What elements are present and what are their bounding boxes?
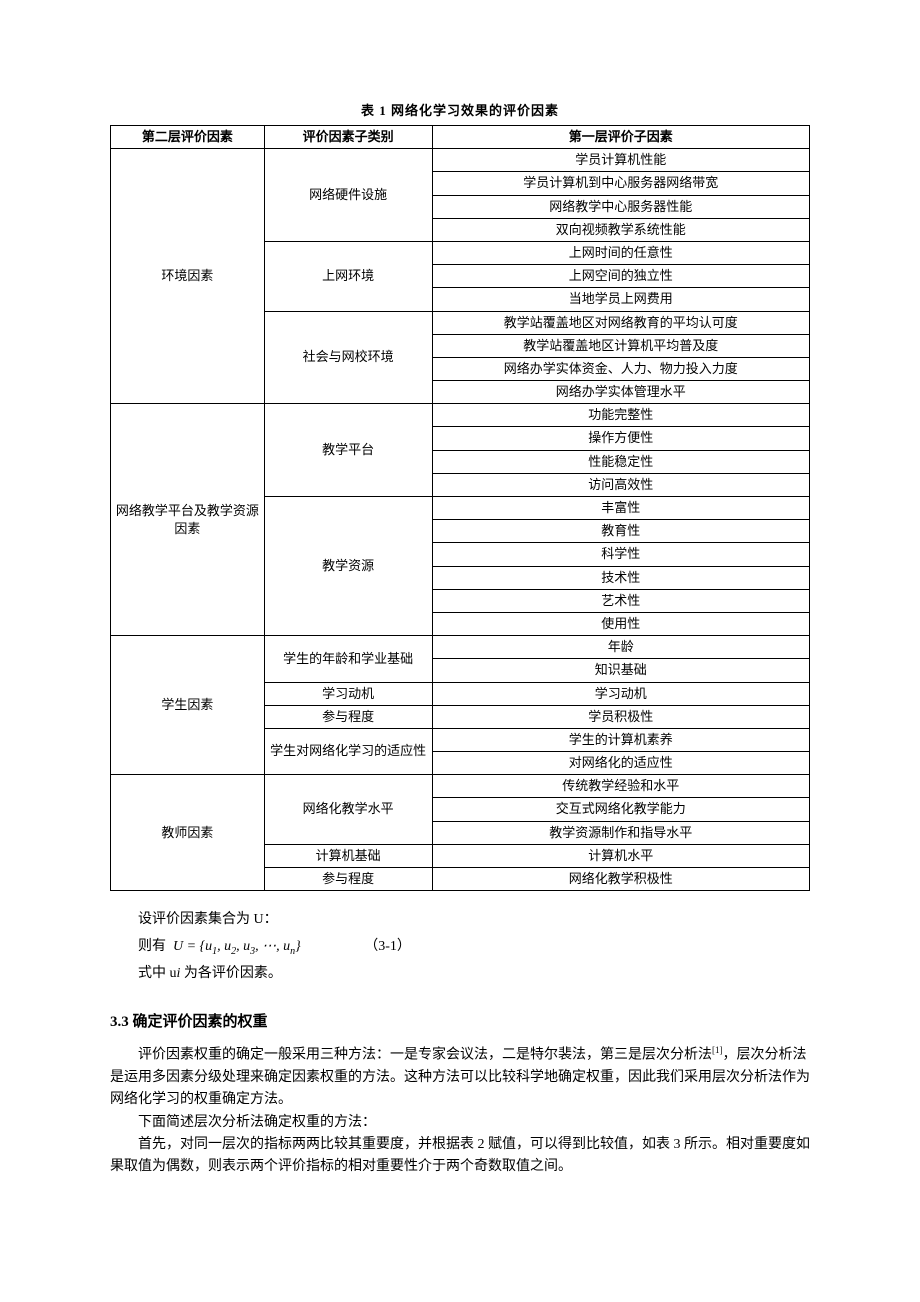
- cell-item: 性能稳定性: [432, 450, 809, 473]
- body-para3: 首先，对同一层次的指标两两比较其重要度，并根据表 2 赋值，可以得到比较值，如表…: [110, 1134, 810, 1179]
- b1: 评价因素权重的确定一般采用三种方法：一是专家会议法，二是特尔裴法，第三是层次分析…: [138, 1047, 712, 1062]
- p2a: 式中 u: [138, 966, 177, 981]
- cell-item: 上网空间的独立性: [432, 265, 809, 288]
- cell-item: 网络办学实体管理水平: [432, 381, 809, 404]
- cell-item: 丰富性: [432, 497, 809, 520]
- cell-item: 访问高效性: [432, 473, 809, 496]
- cell-item: 交互式网络化教学能力: [432, 798, 809, 821]
- formula-mid2: , u: [236, 939, 250, 954]
- cell-item: 当地学员上网费用: [432, 288, 809, 311]
- body-para1: 评价因素权重的确定一般采用三种方法：一是专家会议法，二是特尔裴法，第三是层次分析…: [110, 1043, 810, 1112]
- cell-sub: 参与程度: [264, 705, 432, 728]
- cell-sub: 学习动机: [264, 682, 432, 705]
- formula-dots: , ⋯, u: [255, 939, 290, 954]
- cell-sub: 教学平台: [264, 404, 432, 497]
- cell-item: 操作方便性: [432, 427, 809, 450]
- cell-item: 技术性: [432, 566, 809, 589]
- cell-sub: 社会与网校环境: [264, 311, 432, 404]
- cell-item: 学员计算机到中心服务器网络带宽: [432, 172, 809, 195]
- cell-item: 学生的计算机素养: [432, 728, 809, 751]
- para-ui-definition: 式中 ui 为各评价因素。: [110, 963, 810, 985]
- cell-sub: 学生的年龄和学业基础: [264, 636, 432, 682]
- table-row: 环境因素网络硬件设施学员计算机性能: [111, 149, 810, 172]
- header-col2: 评价因素子类别: [264, 126, 432, 149]
- section-heading: 3.3 确定评价因素的权重: [110, 1010, 810, 1031]
- citation: [1]: [712, 1045, 723, 1055]
- cell-item: 科学性: [432, 543, 809, 566]
- formula-label: （3-1）: [364, 939, 411, 954]
- table-row: 学生因素学生的年龄和学业基础年龄: [111, 636, 810, 659]
- formula-close: }: [295, 939, 301, 954]
- table-row: 教师因素网络化教学水平传统教学经验和水平: [111, 775, 810, 798]
- para-set-definition: 设评价因素集合为 U：: [110, 909, 810, 931]
- formula-line: 则有 U = {u1, u2, u3, ⋯, un} （3-1）: [138, 936, 810, 960]
- cell-sub: 学生对网络化学习的适应性: [264, 728, 432, 774]
- cell-item: 知识基础: [432, 659, 809, 682]
- cell-sub: 计算机基础: [264, 844, 432, 867]
- cell-item: 教育性: [432, 520, 809, 543]
- cell-item: 网络教学中心服务器性能: [432, 195, 809, 218]
- cell-item: 学员积极性: [432, 705, 809, 728]
- cell-item: 功能完整性: [432, 404, 809, 427]
- cell-item: 计算机水平: [432, 844, 809, 867]
- cell-item: 网络办学实体资金、人力、物力投入力度: [432, 357, 809, 380]
- cell-sub: 上网环境: [264, 241, 432, 311]
- cell-item: 教学站覆盖地区计算机平均普及度: [432, 334, 809, 357]
- cell-item: 教学资源制作和指导水平: [432, 821, 809, 844]
- cell-item: 学习动机: [432, 682, 809, 705]
- cell-l2: 环境因素: [111, 149, 265, 404]
- table-row: 网络教学平台及教学资源因素教学平台功能完整性: [111, 404, 810, 427]
- cell-item: 艺术性: [432, 589, 809, 612]
- formula-prefix: 则有: [138, 939, 166, 954]
- cell-item: 使用性: [432, 612, 809, 635]
- cell-sub: 网络化教学水平: [264, 775, 432, 845]
- body-para2: 下面简述层次分析法确定权重的方法：: [110, 1112, 810, 1134]
- cell-item: 对网络化的适应性: [432, 752, 809, 775]
- cell-sub: 网络硬件设施: [264, 149, 432, 242]
- header-col3: 第一层评价子因素: [432, 126, 809, 149]
- cell-item: 上网时间的任意性: [432, 241, 809, 264]
- header-col1: 第二层评价因素: [111, 126, 265, 149]
- formula-mid1: , u: [217, 939, 231, 954]
- table-header-row: 第二层评价因素 评价因素子类别 第一层评价子因素: [111, 126, 810, 149]
- cell-l2: 学生因素: [111, 636, 265, 775]
- cell-sub: 教学资源: [264, 497, 432, 636]
- cell-item: 学员计算机性能: [432, 149, 809, 172]
- formula-U: U = {u: [173, 939, 212, 954]
- cell-item: 年龄: [432, 636, 809, 659]
- cell-item: 双向视频教学系统性能: [432, 218, 809, 241]
- cell-l2: 教师因素: [111, 775, 265, 891]
- table-caption: 表 1 网络化学习效果的评价因素: [110, 100, 810, 119]
- evaluation-factors-table: 第二层评价因素 评价因素子类别 第一层评价子因素 环境因素网络硬件设施学员计算机…: [110, 125, 810, 891]
- cell-item: 网络化教学积极性: [432, 868, 809, 891]
- cell-item: 传统教学经验和水平: [432, 775, 809, 798]
- cell-sub: 参与程度: [264, 868, 432, 891]
- cell-item: 教学站覆盖地区对网络教育的平均认可度: [432, 311, 809, 334]
- p2b: 为各评价因素。: [180, 966, 282, 981]
- cell-l2: 网络教学平台及教学资源因素: [111, 404, 265, 636]
